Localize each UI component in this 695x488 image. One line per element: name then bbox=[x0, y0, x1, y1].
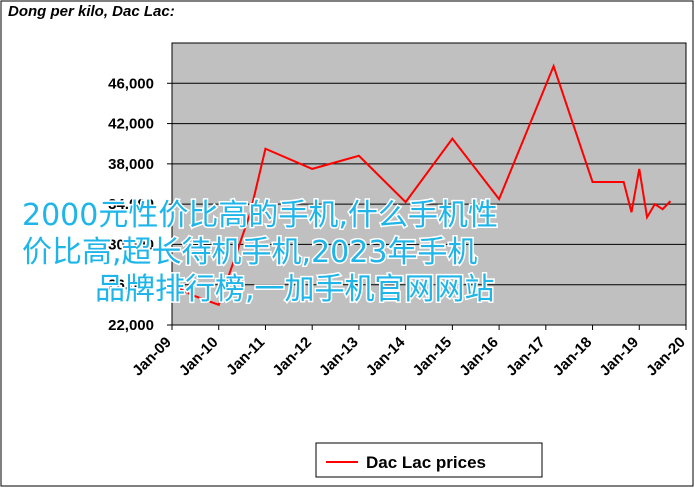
legend-label: Dac Lac prices bbox=[366, 453, 486, 472]
chart-title: Dong per kilo, Dac Lac: bbox=[8, 3, 175, 20]
y-tick-label: 38,000 bbox=[108, 156, 154, 173]
y-tick-label: 46,000 bbox=[108, 75, 154, 92]
overlay-text: 2000元性价比高的手机,什么手机性 bbox=[22, 198, 498, 233]
overlay-text: 价比高,超长待机手机,2023年手机 bbox=[22, 235, 477, 270]
y-tick-label: 22,000 bbox=[108, 317, 154, 334]
line bbox=[171, 63, 672, 307]
y-tick-label: 26,000 bbox=[108, 277, 154, 294]
legend-box bbox=[315, 442, 543, 478]
overlay-text: 品牌排行榜,一加手机官网网站 bbox=[95, 272, 495, 307]
y-tick-label: 30,000 bbox=[108, 236, 154, 253]
y-tick-label: 34,000 bbox=[108, 196, 154, 213]
y-tick-label: 42,000 bbox=[108, 116, 154, 133]
